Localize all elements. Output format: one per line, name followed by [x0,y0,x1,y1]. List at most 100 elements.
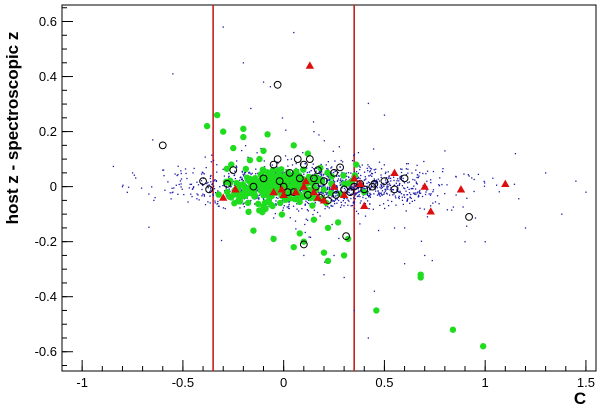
data-point [429,205,432,207]
x-tick-label: -1 [76,375,88,390]
data-point [415,193,417,196]
data-point [175,184,177,186]
data-point [386,187,388,189]
data-point [345,192,347,195]
data-point [413,193,416,195]
data-point [342,199,344,202]
data-point [350,193,353,195]
data-point [402,177,404,180]
data-point [148,226,150,228]
data-point [416,192,418,194]
data-point [239,207,241,209]
data-point [401,168,403,171]
data-point [378,194,381,196]
data-point [242,179,244,182]
data-point [423,160,425,163]
data-point [325,205,327,207]
data-point [240,125,247,133]
data-point [368,194,370,197]
data-point [372,181,374,183]
data-point [306,171,308,174]
data-point [213,188,216,190]
data-point [323,184,326,186]
data-point [363,187,366,190]
data-point [403,196,406,198]
data-point [426,207,435,215]
data-point [395,182,397,184]
data-point [369,203,371,205]
data-point [364,176,366,178]
data-point [256,155,263,163]
data-point [402,203,405,206]
data-point [309,202,316,209]
data-point [241,177,243,179]
data-point [401,199,404,202]
data-point [239,176,241,179]
data-point [412,187,414,190]
data-point [340,252,348,259]
data-point [336,163,344,172]
data-point [473,178,475,181]
data-point [406,194,409,196]
data-point [243,175,245,177]
data-point [387,186,389,188]
data-point [380,184,382,186]
data-point [174,173,176,175]
data-point [369,171,371,173]
data-point [326,186,329,188]
data-point [383,164,385,166]
data-point [255,168,257,170]
data-point [371,175,373,178]
data-point [268,201,275,209]
data-point [385,189,387,191]
data-point [299,240,308,249]
data-point [334,170,336,173]
data-point [214,200,216,202]
data-point [214,179,216,181]
data-point [317,185,319,187]
data-point [177,165,179,167]
data-point [284,155,287,157]
data-point [328,207,330,209]
data-point [425,191,427,193]
data-point [326,175,328,177]
data-point [379,192,381,195]
data-point [300,238,308,245]
data-point [299,182,309,190]
data-point [216,203,218,205]
data-point [210,181,212,183]
data-point [405,210,407,212]
y-tick-label: 0 [50,179,57,194]
data-point [313,209,316,211]
data-point [296,230,303,237]
y-tick-label: -0.6 [35,344,57,359]
data-point [410,197,412,199]
data-point [399,182,401,185]
data-point [173,187,175,189]
data-point [416,164,418,167]
data-point [419,192,422,194]
data-point [318,170,321,173]
data-point [387,199,389,202]
data-point [304,203,306,206]
data-point [376,179,378,181]
data-point [339,166,341,168]
data-point [380,174,382,176]
data-point [352,187,354,189]
data-point [380,176,382,179]
data-point [382,182,384,185]
data-point [206,182,208,185]
data-point [203,194,205,196]
data-point [367,170,369,172]
data-point [202,172,204,174]
data-point [176,174,178,177]
data-point [285,129,287,131]
data-point [213,111,221,119]
data-point [320,177,328,186]
data-point [250,173,252,176]
data-point [112,165,115,168]
data-point [409,202,411,205]
data-point [326,193,328,195]
data-point [301,176,311,185]
data-point [283,171,285,174]
